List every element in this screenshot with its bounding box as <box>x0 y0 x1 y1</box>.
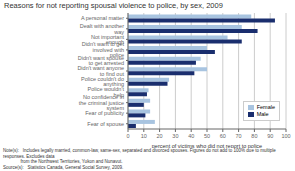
svg-text:60: 60 <box>220 133 226 139</box>
svg-text:90: 90 <box>267 133 273 139</box>
svg-text:Dealt with anotherway: Dealt with anotherway <box>80 23 125 35</box>
svg-text:20: 20 <box>157 133 163 139</box>
svg-text:70: 70 <box>236 133 242 139</box>
svg-text:A personal matter: A personal matter <box>81 15 124 21</box>
svg-text:80: 80 <box>251 133 257 139</box>
svg-text:Not importantenough: Not importantenough <box>91 34 124 46</box>
svg-text:50: 50 <box>204 133 210 139</box>
svg-text:Police wouldn'thelp: Police wouldn'thelp <box>87 86 124 98</box>
svg-text:10: 10 <box>141 133 147 139</box>
svg-text:percent of victims who did not: percent of victims who did not report to… <box>152 143 262 148</box>
svg-text:40: 40 <box>188 133 194 139</box>
svg-text:0: 0 <box>126 133 129 139</box>
svg-text:30: 30 <box>172 133 178 139</box>
svg-text:Police couldn't doanything: Police couldn't doanything <box>81 76 124 88</box>
svg-text:100: 100 <box>281 133 287 139</box>
svg-text:Fear of spouse: Fear of spouse <box>87 121 124 127</box>
svg-text:Didn't want anyoneto find out: Didn't want anyoneto find out <box>77 65 124 77</box>
